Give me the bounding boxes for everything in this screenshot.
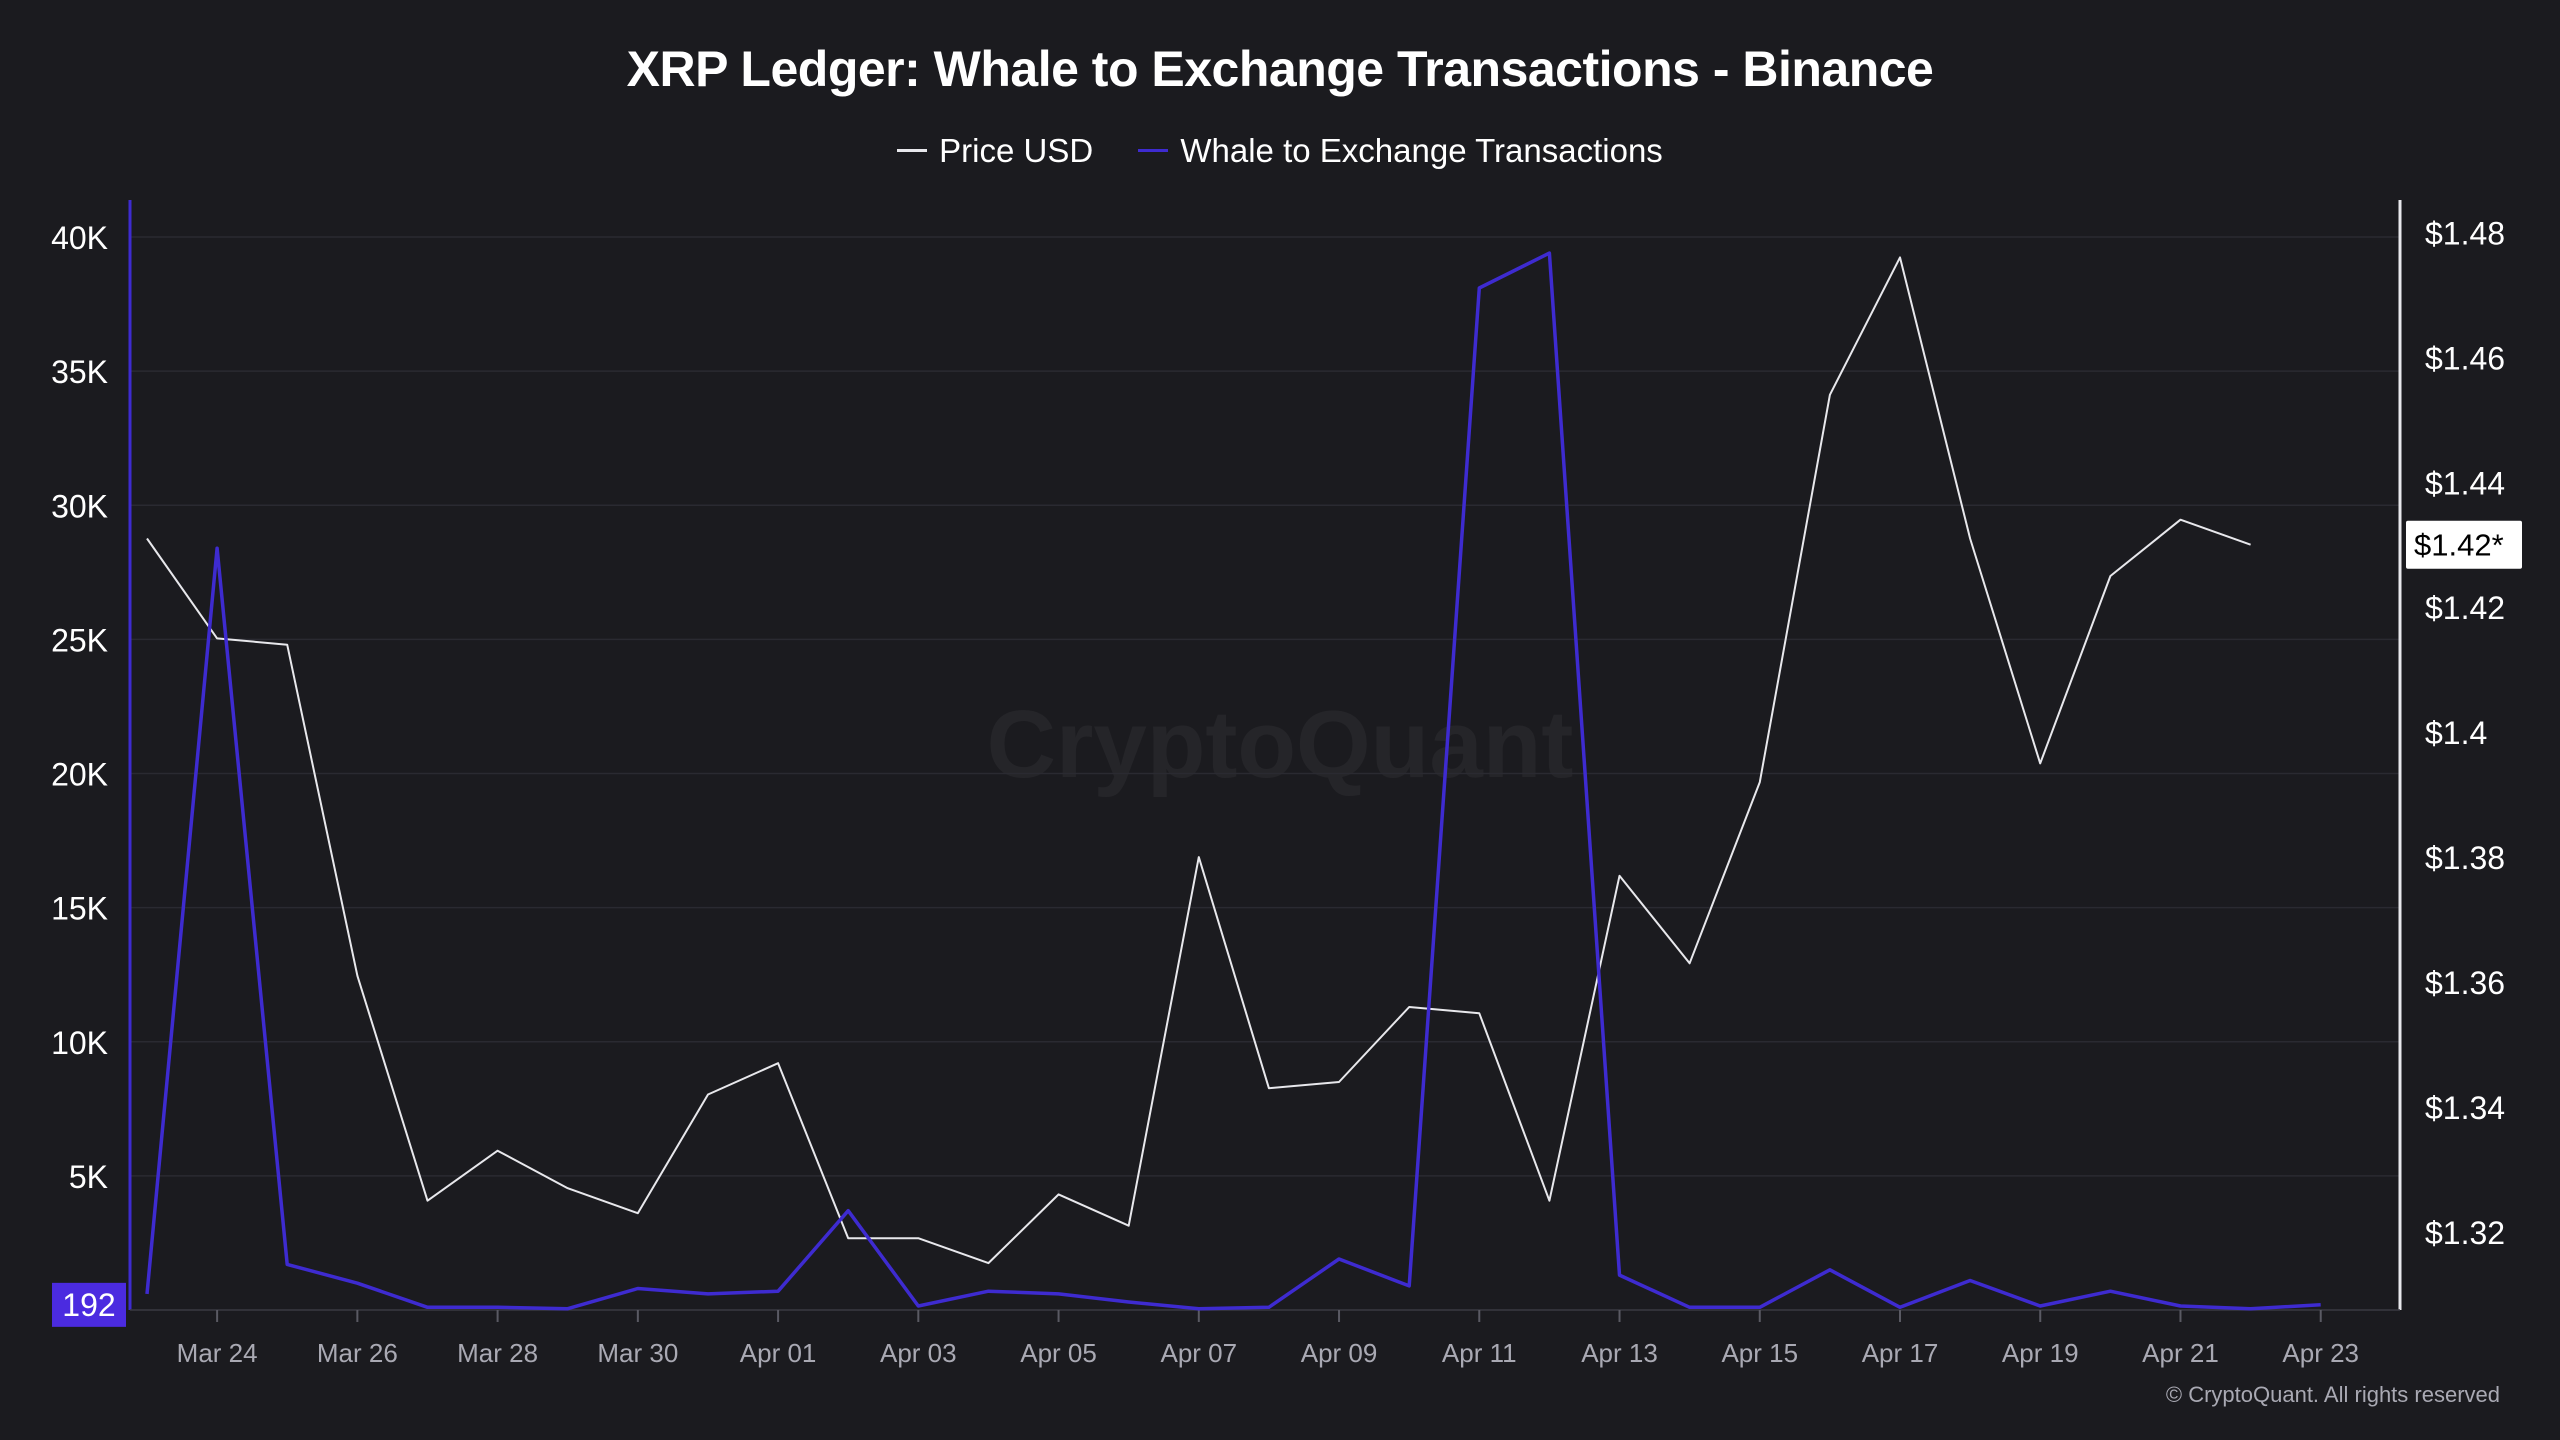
right-tick-label: $1.32 bbox=[2425, 1215, 2505, 1251]
right-tick-label: $1.38 bbox=[2425, 840, 2505, 876]
x-tick-label: Apr 01 bbox=[740, 1338, 817, 1368]
legend-label-price: Price USD bbox=[939, 131, 1094, 169]
watermark: CryptoQuant bbox=[0, 690, 2560, 800]
x-tick-label: Apr 07 bbox=[1160, 1338, 1237, 1368]
right-current-value-marker bbox=[2406, 520, 2522, 569]
right-tick-label: $1.36 bbox=[2425, 965, 2505, 1001]
x-tick-label: Apr 05 bbox=[1020, 1338, 1097, 1368]
x-tick-label: Mar 24 bbox=[177, 1338, 258, 1368]
right-tick-label: $1.34 bbox=[2425, 1090, 2505, 1126]
left-current-value-label: 192 bbox=[62, 1287, 115, 1323]
right-tick-label: $1.48 bbox=[2425, 215, 2505, 251]
x-tick-label: Apr 17 bbox=[1862, 1338, 1939, 1368]
chart-title: XRP Ledger: Whale to Exchange Transactio… bbox=[626, 41, 1934, 97]
right-current-value-label: $1.42* bbox=[2414, 528, 2504, 563]
legend-swatch-price bbox=[897, 149, 928, 152]
legend-label-whale: Whale to Exchange Transactions bbox=[1180, 131, 1663, 169]
copyright-text: © CryptoQuant. All rights reserved bbox=[2165, 1382, 2500, 1407]
x-tick-label: Apr 09 bbox=[1301, 1338, 1378, 1368]
left-tick-label: 25K bbox=[51, 622, 108, 658]
series-line-price-usd bbox=[146, 256, 2251, 1265]
x-tick-label: Apr 13 bbox=[1581, 1338, 1658, 1368]
right-tick-label: $1.46 bbox=[2425, 340, 2505, 376]
legend-item-price[interactable]: Price USD bbox=[897, 132, 1093, 170]
x-tick-label: Mar 30 bbox=[597, 1338, 678, 1368]
left-tick-label: 15K bbox=[51, 891, 108, 927]
x-tick-label: Mar 28 bbox=[457, 1338, 538, 1368]
legend-item-whale[interactable]: Whale to Exchange Transactions bbox=[1138, 131, 1663, 170]
legend-swatch-whale bbox=[1138, 149, 1169, 152]
left-tick-label: 35K bbox=[51, 354, 108, 390]
legend: Price USD Whale to Exchange Transactions bbox=[0, 122, 2560, 170]
left-tick-label: 40K bbox=[51, 220, 108, 256]
right-tick-label: $1.4 bbox=[2425, 715, 2487, 751]
x-tick-label: Apr 11 bbox=[1442, 1338, 1517, 1368]
right-tick-label: $1.44 bbox=[2425, 465, 2505, 501]
series-line-whale-to-exchange-transactions bbox=[145, 251, 2321, 1311]
right-tick-label: $1.42 bbox=[2425, 590, 2505, 626]
left-tick-label: 20K bbox=[51, 757, 108, 793]
left-tick-label: 30K bbox=[51, 488, 108, 524]
x-tick-label: Apr 15 bbox=[1721, 1338, 1798, 1368]
x-tick-label: Apr 21 bbox=[2142, 1338, 2219, 1368]
x-tick-label: Apr 23 bbox=[2282, 1338, 2359, 1368]
left-current-value-marker bbox=[52, 1282, 126, 1327]
left-tick-label: 10K bbox=[51, 1025, 108, 1061]
x-tick-label: Apr 19 bbox=[2002, 1338, 2079, 1368]
left-tick-label: 5K bbox=[69, 1159, 108, 1195]
x-tick-label: Apr 03 bbox=[880, 1338, 957, 1368]
x-tick-label: Mar 26 bbox=[317, 1338, 398, 1368]
